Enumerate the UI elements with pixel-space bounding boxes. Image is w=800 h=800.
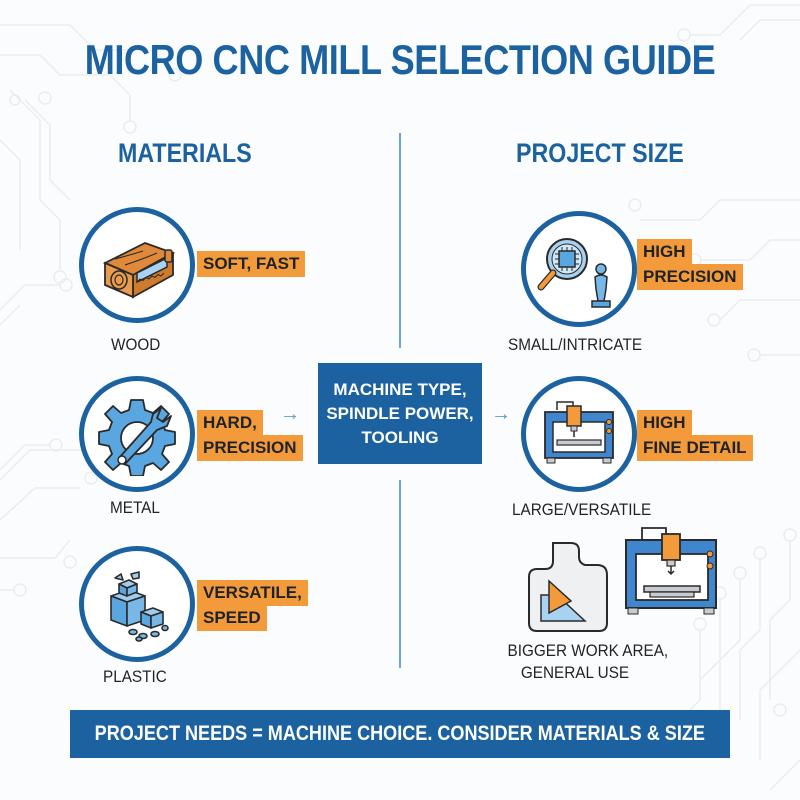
- summary-banner: PROJECT NEEDS = MACHINE CHOICE. CONSIDER…: [70, 710, 730, 758]
- vertical-divider-top: [399, 133, 401, 348]
- wood-log-saw-icon: [102, 242, 176, 299]
- wood-icon-circle: [79, 207, 195, 323]
- plastic-blocks-icon: [110, 571, 169, 642]
- tag-line: HARD,: [197, 410, 263, 436]
- gear-wrench-icon: [98, 399, 176, 476]
- summary-text: PROJECT NEEDS = MACHINE CHOICE. CONSIDER…: [94, 722, 706, 745]
- metal-icon-circle: [79, 376, 195, 492]
- plastic-property-tag: VERSATILE, SPEED: [197, 580, 308, 631]
- label-line: BIGGER WORK AREA,: [507, 641, 669, 660]
- page-title: MICRO CNC MILL SELECTION GUIDE: [84, 36, 716, 83]
- center-line: SPINDLE POWER,: [326, 403, 474, 423]
- large-versatile-icon-circle: [521, 376, 637, 492]
- bigger-work-area-label: BIGGER WORK AREA, GENERAL USE: [500, 641, 669, 683]
- work-area-sheet-icon: [528, 542, 608, 632]
- machine-factors-box: MACHINE TYPE, SPINDLE POWER, TOOLING: [318, 363, 482, 464]
- tag-line: VERSATILE,: [197, 580, 308, 606]
- wood-label: WOOD: [111, 335, 161, 354]
- label-line: GENERAL USE: [520, 663, 630, 682]
- tag-line: HIGH: [637, 239, 692, 265]
- cnc-machine-icon: [544, 401, 614, 464]
- small-intricate-property-tag: HIGH PRECISION: [637, 239, 743, 290]
- project-size-heading: PROJECT SIZE: [516, 138, 684, 168]
- large-versatile-label: LARGE/VERSATILE: [512, 500, 652, 519]
- wood-property-tag: SOFT, FAST: [197, 251, 306, 277]
- arrow-right-icon: →: [280, 403, 300, 425]
- small-intricate-icon-circle: [521, 211, 637, 327]
- metal-property-tag: HARD, PRECISION: [197, 410, 303, 461]
- tag-line: PRECISION: [197, 435, 303, 461]
- large-versatile-property-tag: HIGH FINE DETAIL: [637, 410, 753, 461]
- tag-line: SPEED: [197, 605, 267, 631]
- plastic-icon-circle: [79, 546, 195, 662]
- vertical-divider-bottom: [399, 480, 401, 668]
- metal-label: METAL: [110, 498, 160, 517]
- tag-line: FINE DETAIL: [637, 435, 753, 461]
- arrow-right-icon: →: [491, 403, 511, 425]
- magnifier-chip-figurine-icon: [537, 238, 611, 308]
- tag-line: SOFT, FAST: [197, 251, 306, 277]
- materials-heading: MATERIALS: [118, 138, 252, 168]
- tag-line: PRECISION: [637, 264, 743, 290]
- tag-line: HIGH: [637, 410, 692, 436]
- center-line: MACHINE TYPE,: [333, 379, 467, 399]
- center-line: TOOLING: [361, 427, 439, 447]
- small-intricate-label: SMALL/INTRICATE: [508, 335, 643, 354]
- plastic-label: PLASTIC: [103, 667, 167, 686]
- large-cnc-machine-icon: [625, 527, 717, 615]
